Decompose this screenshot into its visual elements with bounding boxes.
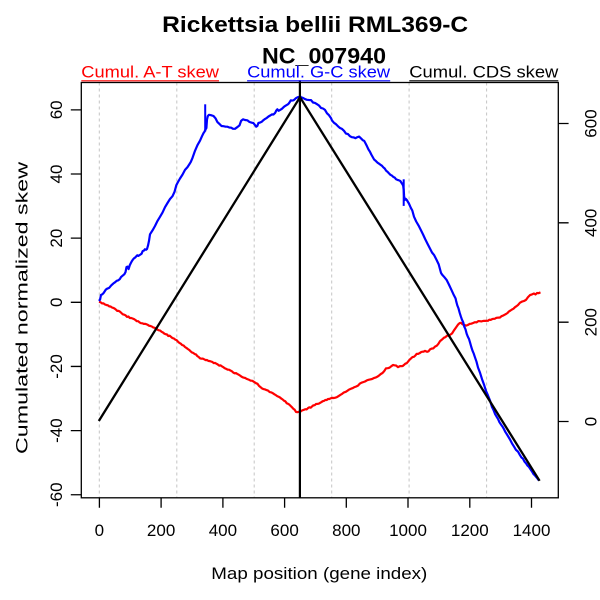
svg-text:-40: -40 bbox=[47, 418, 66, 443]
svg-text:800: 800 bbox=[332, 521, 360, 540]
svg-text:-20: -20 bbox=[47, 354, 66, 379]
svg-text:Cumul. A-T skew: Cumul. A-T skew bbox=[81, 63, 219, 82]
svg-text:600: 600 bbox=[270, 521, 298, 540]
svg-text:Cumulated normalized skew: Cumulated normalized skew bbox=[13, 161, 32, 454]
svg-text:1400: 1400 bbox=[513, 521, 551, 540]
svg-text:Cumul. G-C skew: Cumul. G-C skew bbox=[247, 63, 391, 82]
svg-text:400: 400 bbox=[582, 209, 600, 237]
svg-text:Map position (gene index): Map position (gene index) bbox=[211, 564, 427, 583]
svg-text:1000: 1000 bbox=[389, 521, 427, 540]
svg-text:NC_007940: NC_007940 bbox=[262, 44, 386, 69]
svg-text:0: 0 bbox=[582, 417, 600, 426]
svg-text:0: 0 bbox=[95, 521, 104, 540]
svg-text:400: 400 bbox=[209, 521, 237, 540]
svg-text:200: 200 bbox=[582, 308, 600, 336]
svg-text:60: 60 bbox=[47, 100, 66, 119]
svg-text:-60: -60 bbox=[47, 482, 66, 507]
svg-text:1200: 1200 bbox=[451, 521, 489, 540]
svg-text:600: 600 bbox=[582, 109, 600, 137]
svg-text:Cumul. CDS skew: Cumul. CDS skew bbox=[409, 63, 559, 82]
svg-text:Rickettsia bellii RML369-C: Rickettsia bellii RML369-C bbox=[162, 12, 468, 37]
svg-text:40: 40 bbox=[47, 165, 66, 184]
svg-text:20: 20 bbox=[47, 229, 66, 248]
svg-text:0: 0 bbox=[47, 298, 66, 307]
svg-text:200: 200 bbox=[147, 521, 175, 540]
